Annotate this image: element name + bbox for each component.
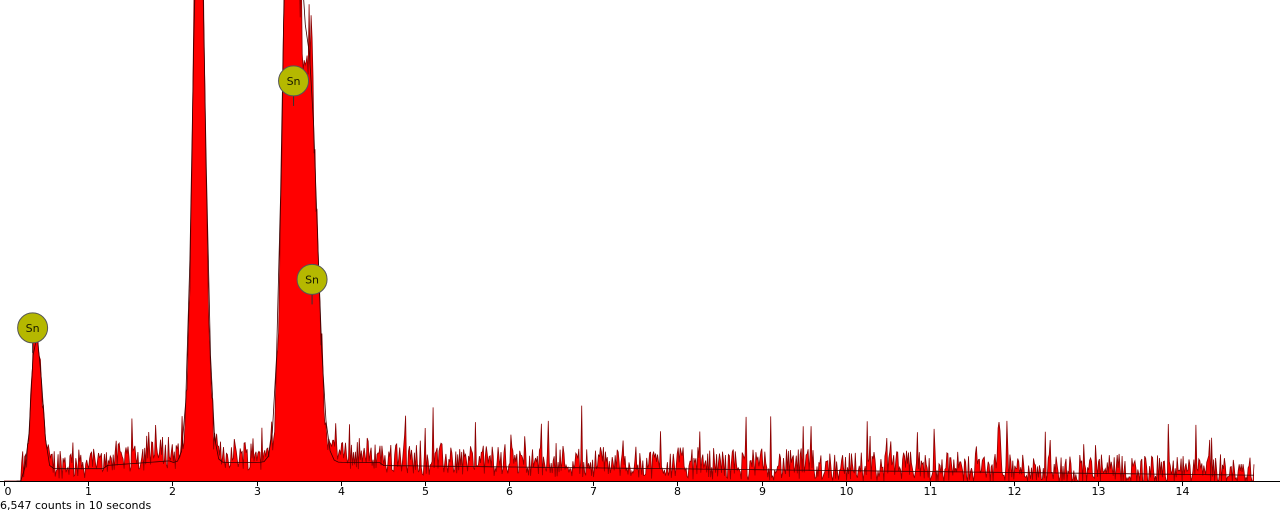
element-marker-sn-2: Sn [296, 263, 328, 305]
marker-circle [17, 312, 49, 344]
marker-circle [278, 65, 310, 97]
x-tick-label: 7 [590, 485, 597, 498]
acquisition-caption: 6,547 counts in 10 seconds [0, 499, 151, 512]
x-tick-label: 14 [1176, 485, 1190, 498]
marker-circle [296, 263, 328, 295]
marker-label: Sn [26, 322, 40, 335]
x-tick-label: 12 [1008, 485, 1022, 498]
marker-label: Sn [305, 273, 319, 286]
element-marker-sn-1: Sn [278, 65, 310, 106]
x-tick-label: 6 [506, 485, 513, 498]
x-tick-label: 4 [338, 485, 345, 498]
x-tick-label: 13 [1092, 485, 1106, 498]
x-axis-ticks: 0 1 2 3 4 5 6 7 8 9 10 11 12 13 14 [4, 481, 1190, 498]
spectrum-area [4, 0, 1254, 481]
x-tick-label: 8 [674, 485, 681, 498]
x-tick-label: 11 [924, 485, 938, 498]
x-tick-label: 5 [422, 485, 429, 498]
element-marker-sn-0: Sn [17, 312, 49, 353]
x-tick-label: 3 [254, 485, 261, 498]
background-fit-line [16, 0, 1255, 482]
x-tick-label: 10 [840, 485, 854, 498]
x-tick-label: 0 [5, 485, 12, 498]
marker-label: Sn [287, 75, 301, 88]
plot-area [4, 0, 1255, 483]
x-tick-label: 1 [85, 485, 92, 498]
x-tick-label: 2 [169, 485, 176, 498]
element-markers: Sn Sn Sn [17, 65, 328, 353]
x-tick-label: 9 [759, 485, 766, 498]
